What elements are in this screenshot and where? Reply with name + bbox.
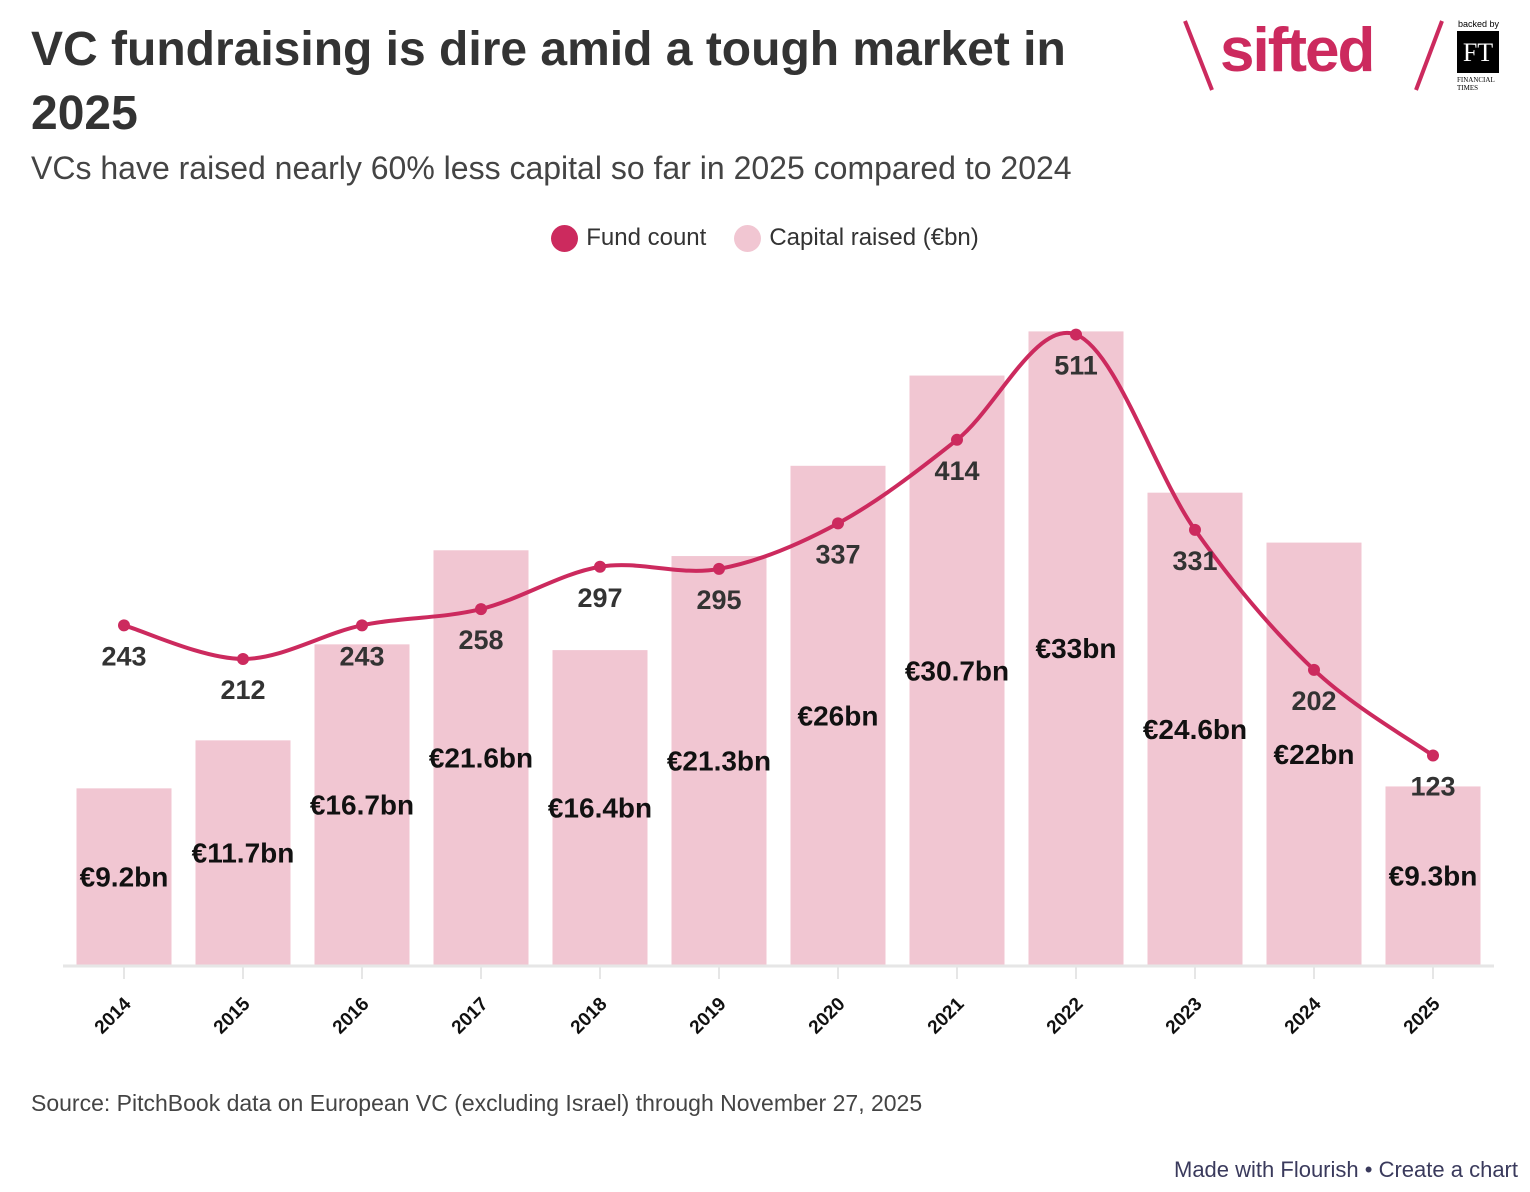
fund-count-label-2019: 295 bbox=[696, 585, 741, 615]
legend-swatch-capital-raised bbox=[734, 224, 762, 252]
x-tick-label-2014: 2014 bbox=[91, 993, 136, 1038]
x-tick-label-2021: 2021 bbox=[924, 993, 969, 1038]
fund-count-label-2015: 212 bbox=[220, 675, 265, 705]
bar-2015 bbox=[195, 740, 291, 965]
bar-label-2024: €22bn bbox=[1274, 739, 1355, 770]
x-tick-label-2024: 2024 bbox=[1281, 993, 1326, 1038]
bar-2017 bbox=[433, 550, 529, 965]
bar-label-2015: €11.7bn bbox=[192, 838, 295, 869]
fund-count-point-2022 bbox=[1070, 328, 1082, 341]
svg-text:FT: FT bbox=[1463, 38, 1493, 67]
bar-label-2023: €24.6bn bbox=[1143, 714, 1247, 745]
x-tick-label-2020: 2020 bbox=[805, 994, 850, 1039]
fund-count-point-2021 bbox=[951, 433, 963, 446]
bar-2021 bbox=[909, 375, 1005, 965]
x-tick-label-2019: 2019 bbox=[686, 994, 731, 1039]
fund-count-label-2018: 297 bbox=[577, 583, 622, 613]
svg-text:backed by: backed by bbox=[1458, 19, 1500, 29]
legend-item-fund-count[interactable]: Fund count bbox=[551, 224, 706, 252]
fund-count-label-2022: 511 bbox=[1054, 351, 1098, 381]
fund-count-label-2016: 243 bbox=[339, 641, 384, 671]
bar-label-2021: €30.7bn bbox=[905, 655, 1009, 686]
sifted-ft-logo: sifted backed by FT FINANCIAL TIMES bbox=[1183, 16, 1500, 92]
bar-2016 bbox=[314, 644, 410, 965]
fund-count-label-2021: 414 bbox=[934, 456, 979, 486]
fund-count-point-2024 bbox=[1308, 663, 1320, 676]
fund-count-point-2014 bbox=[118, 619, 130, 632]
fund-count-point-2016 bbox=[356, 619, 368, 632]
fund-count-label-2025: 123 bbox=[1410, 772, 1455, 802]
chart-title: VC fundraising is dire amid a tough mark… bbox=[31, 23, 1066, 140]
bar-2014 bbox=[76, 788, 172, 965]
bar-label-2016: €16.7bn bbox=[310, 790, 414, 821]
x-tick-label-2022: 2022 bbox=[1043, 994, 1088, 1039]
fund-count-label-2014: 243 bbox=[101, 641, 146, 671]
bar-2020 bbox=[790, 465, 886, 965]
x-tick-label-2018: 2018 bbox=[567, 994, 612, 1039]
legend-swatch-fund-count bbox=[551, 224, 579, 252]
bar-label-2017: €21.6bn bbox=[429, 743, 533, 774]
x-tick-label-2023: 2023 bbox=[1162, 994, 1207, 1039]
chart-subtitle: VCs have raised nearly 60% less capital … bbox=[31, 150, 1072, 186]
fund-count-point-2023 bbox=[1189, 523, 1201, 536]
fund-count-point-2020 bbox=[832, 517, 844, 530]
bar-label-2025: €9.3bn bbox=[1389, 861, 1478, 892]
chart-legend: Fund count Capital raised (€bn) bbox=[0, 224, 1530, 252]
fund-count-point-2019 bbox=[713, 562, 725, 575]
made-with-flourish-link[interactable]: Made with Flourish bbox=[1174, 1157, 1359, 1182]
x-tick-label-2016: 2016 bbox=[329, 994, 374, 1039]
fund-count-label-2024: 202 bbox=[1291, 686, 1336, 716]
flourish-footer: Made with Flourish • Create a chart bbox=[1174, 1157, 1518, 1183]
bar-2019 bbox=[671, 556, 767, 965]
svg-text:sifted: sifted bbox=[1220, 16, 1373, 85]
x-tick-label-2015: 2015 bbox=[210, 993, 255, 1038]
bar-2024 bbox=[1266, 542, 1362, 965]
legend-label: Fund count bbox=[586, 224, 707, 251]
legend-label: Capital raised (€bn) bbox=[769, 224, 979, 251]
bar-label-2014: €9.2bn bbox=[80, 862, 169, 893]
fund-count-point-2025 bbox=[1427, 749, 1439, 762]
create-chart-link[interactable]: Create a chart bbox=[1378, 1157, 1518, 1182]
fund-count-label-2023: 331 bbox=[1172, 546, 1217, 576]
source-note: Source: PitchBook data on European VC (e… bbox=[31, 1090, 923, 1116]
fund-count-label-2020: 337 bbox=[815, 539, 860, 569]
fund-count-point-2015 bbox=[237, 652, 249, 665]
fund-count-point-2017 bbox=[475, 603, 487, 616]
bar-2018 bbox=[552, 650, 648, 965]
bar-label-2022: €33bn bbox=[1036, 633, 1117, 664]
svg-text:TIMES: TIMES bbox=[1457, 84, 1478, 92]
fund-count-point-2018 bbox=[594, 560, 606, 573]
bar-2025 bbox=[1385, 786, 1481, 965]
x-tick-label-2017: 2017 bbox=[448, 994, 493, 1039]
legend-item-capital-raised[interactable]: Capital raised (€bn) bbox=[734, 224, 979, 252]
bar-label-2020: €26bn bbox=[798, 700, 879, 731]
fund-count-label-2017: 258 bbox=[458, 625, 503, 655]
footer-separator: • bbox=[1364, 1157, 1373, 1182]
svg-text:FINANCIAL: FINANCIAL bbox=[1457, 76, 1495, 84]
x-tick-label-2025: 2025 bbox=[1400, 993, 1445, 1038]
bar-label-2019: €21.3bn bbox=[667, 746, 771, 777]
bar-2022 bbox=[1028, 331, 1124, 965]
bar-label-2018: €16.4bn bbox=[548, 793, 652, 824]
